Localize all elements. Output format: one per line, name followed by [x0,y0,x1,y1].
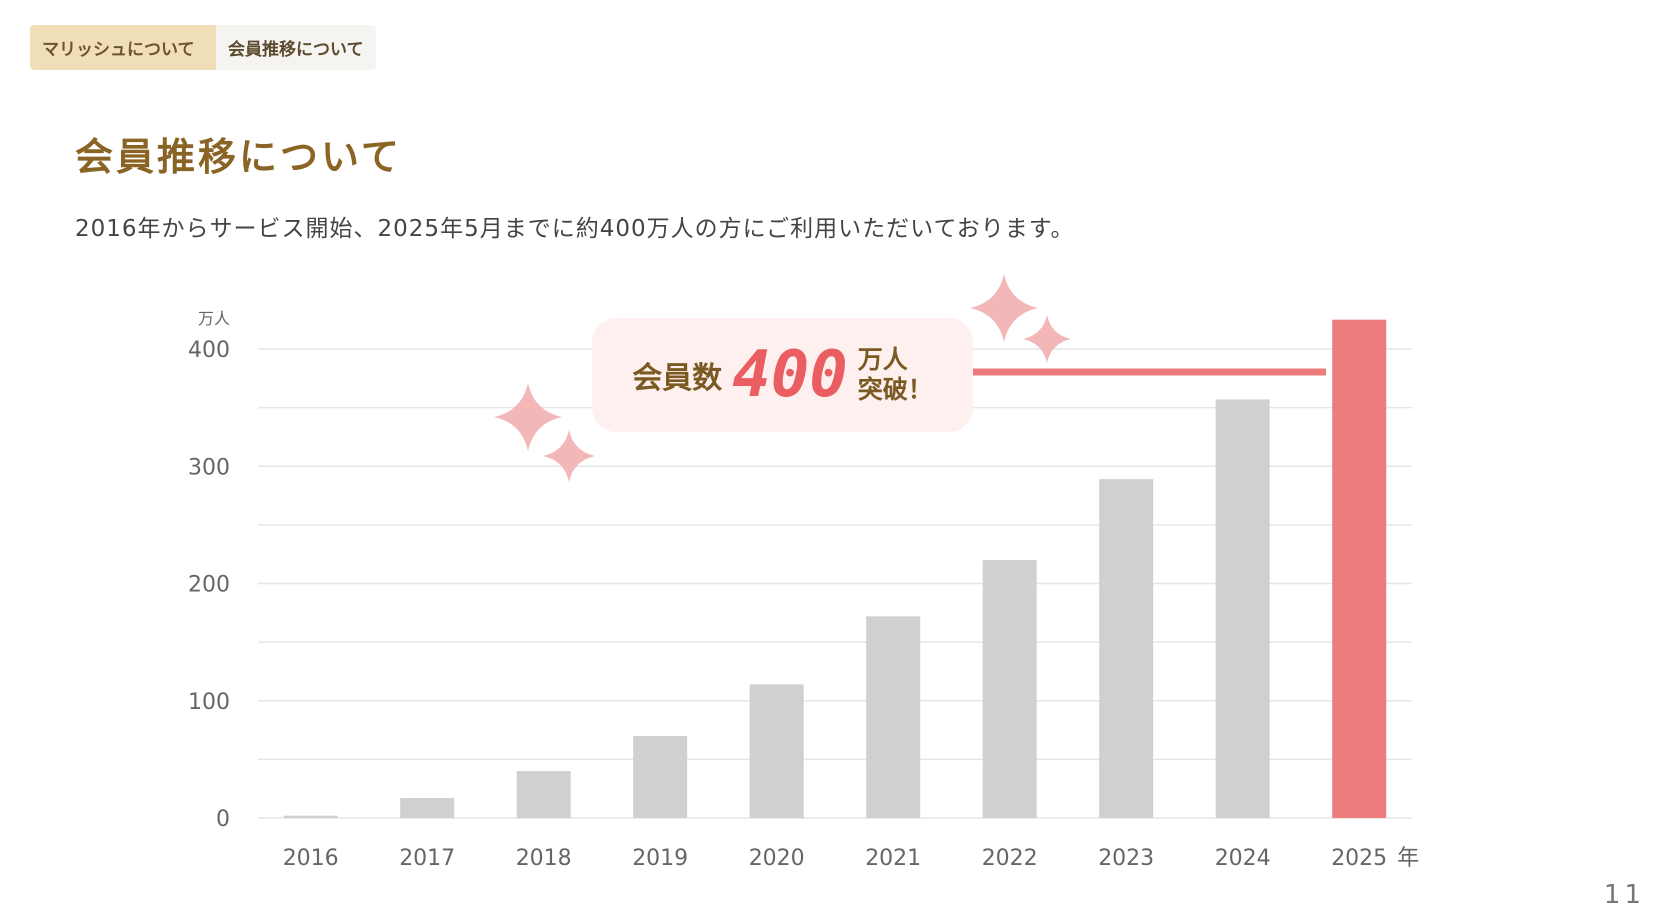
callout-unit-line1: 万人 [857,345,908,374]
page-title: 会員推移について [75,135,402,179]
bar-2025 [1332,319,1387,818]
sparkle-icon [494,383,562,451]
x-tick-label: 2023 [1098,846,1154,871]
x-tick-label: 2021 [865,846,921,871]
bar-2016 [283,815,338,818]
x-tick-label: 2024 [1215,846,1271,871]
y-tick-label: 400 [188,338,230,363]
x-tick-label: 2016 [283,846,339,871]
bar-2022 [982,560,1037,818]
sparkle-icon [543,430,595,482]
y-tick-label: 100 [188,690,230,715]
x-tick-label: 2025 [1331,846,1387,871]
bar-2021 [866,616,921,818]
bar-2018 [516,771,571,818]
breadcrumb: マリッシュについて 会員推移について [30,25,376,70]
y-tick-label: 200 [188,573,230,598]
breadcrumb-tab-about[interactable]: マリッシュについて [30,25,216,70]
sparkle-icon [1023,315,1071,363]
y-tick-label: 300 [188,455,230,480]
breadcrumb-tab-members[interactable]: 会員推移について [216,25,376,70]
page-subtitle: 2016年からサービス開始、2025年5月までに約400万人の方にご利用いただい… [75,216,1075,242]
x-tick-label: 2018 [516,846,572,871]
callout-number: 400 [732,338,848,412]
callout-unit-line2: 突破！ [857,375,933,404]
x-tick-label: 2017 [399,846,455,871]
sparkle-icon [970,274,1038,342]
x-tick-label: 2022 [982,846,1038,871]
x-tick-label: 2020 [749,846,805,871]
bar-2023 [1099,479,1154,818]
bar-2020 [749,684,804,818]
bar-2024 [1215,399,1270,818]
y-tick-label: 0 [216,807,230,832]
callout-label: 会員数 [632,361,723,396]
callout-badge: 会員数 400 万人 突破！ [592,318,973,432]
bar-2019 [633,735,688,818]
callout-unit: 万人 突破！ [858,345,933,405]
x-axis-unit: 年 [1397,846,1419,871]
y-axis-unit: 万人 [198,309,230,328]
x-tick-label: 2019 [632,846,688,871]
page-number: 11 [1603,880,1645,910]
bar-2017 [400,798,455,818]
